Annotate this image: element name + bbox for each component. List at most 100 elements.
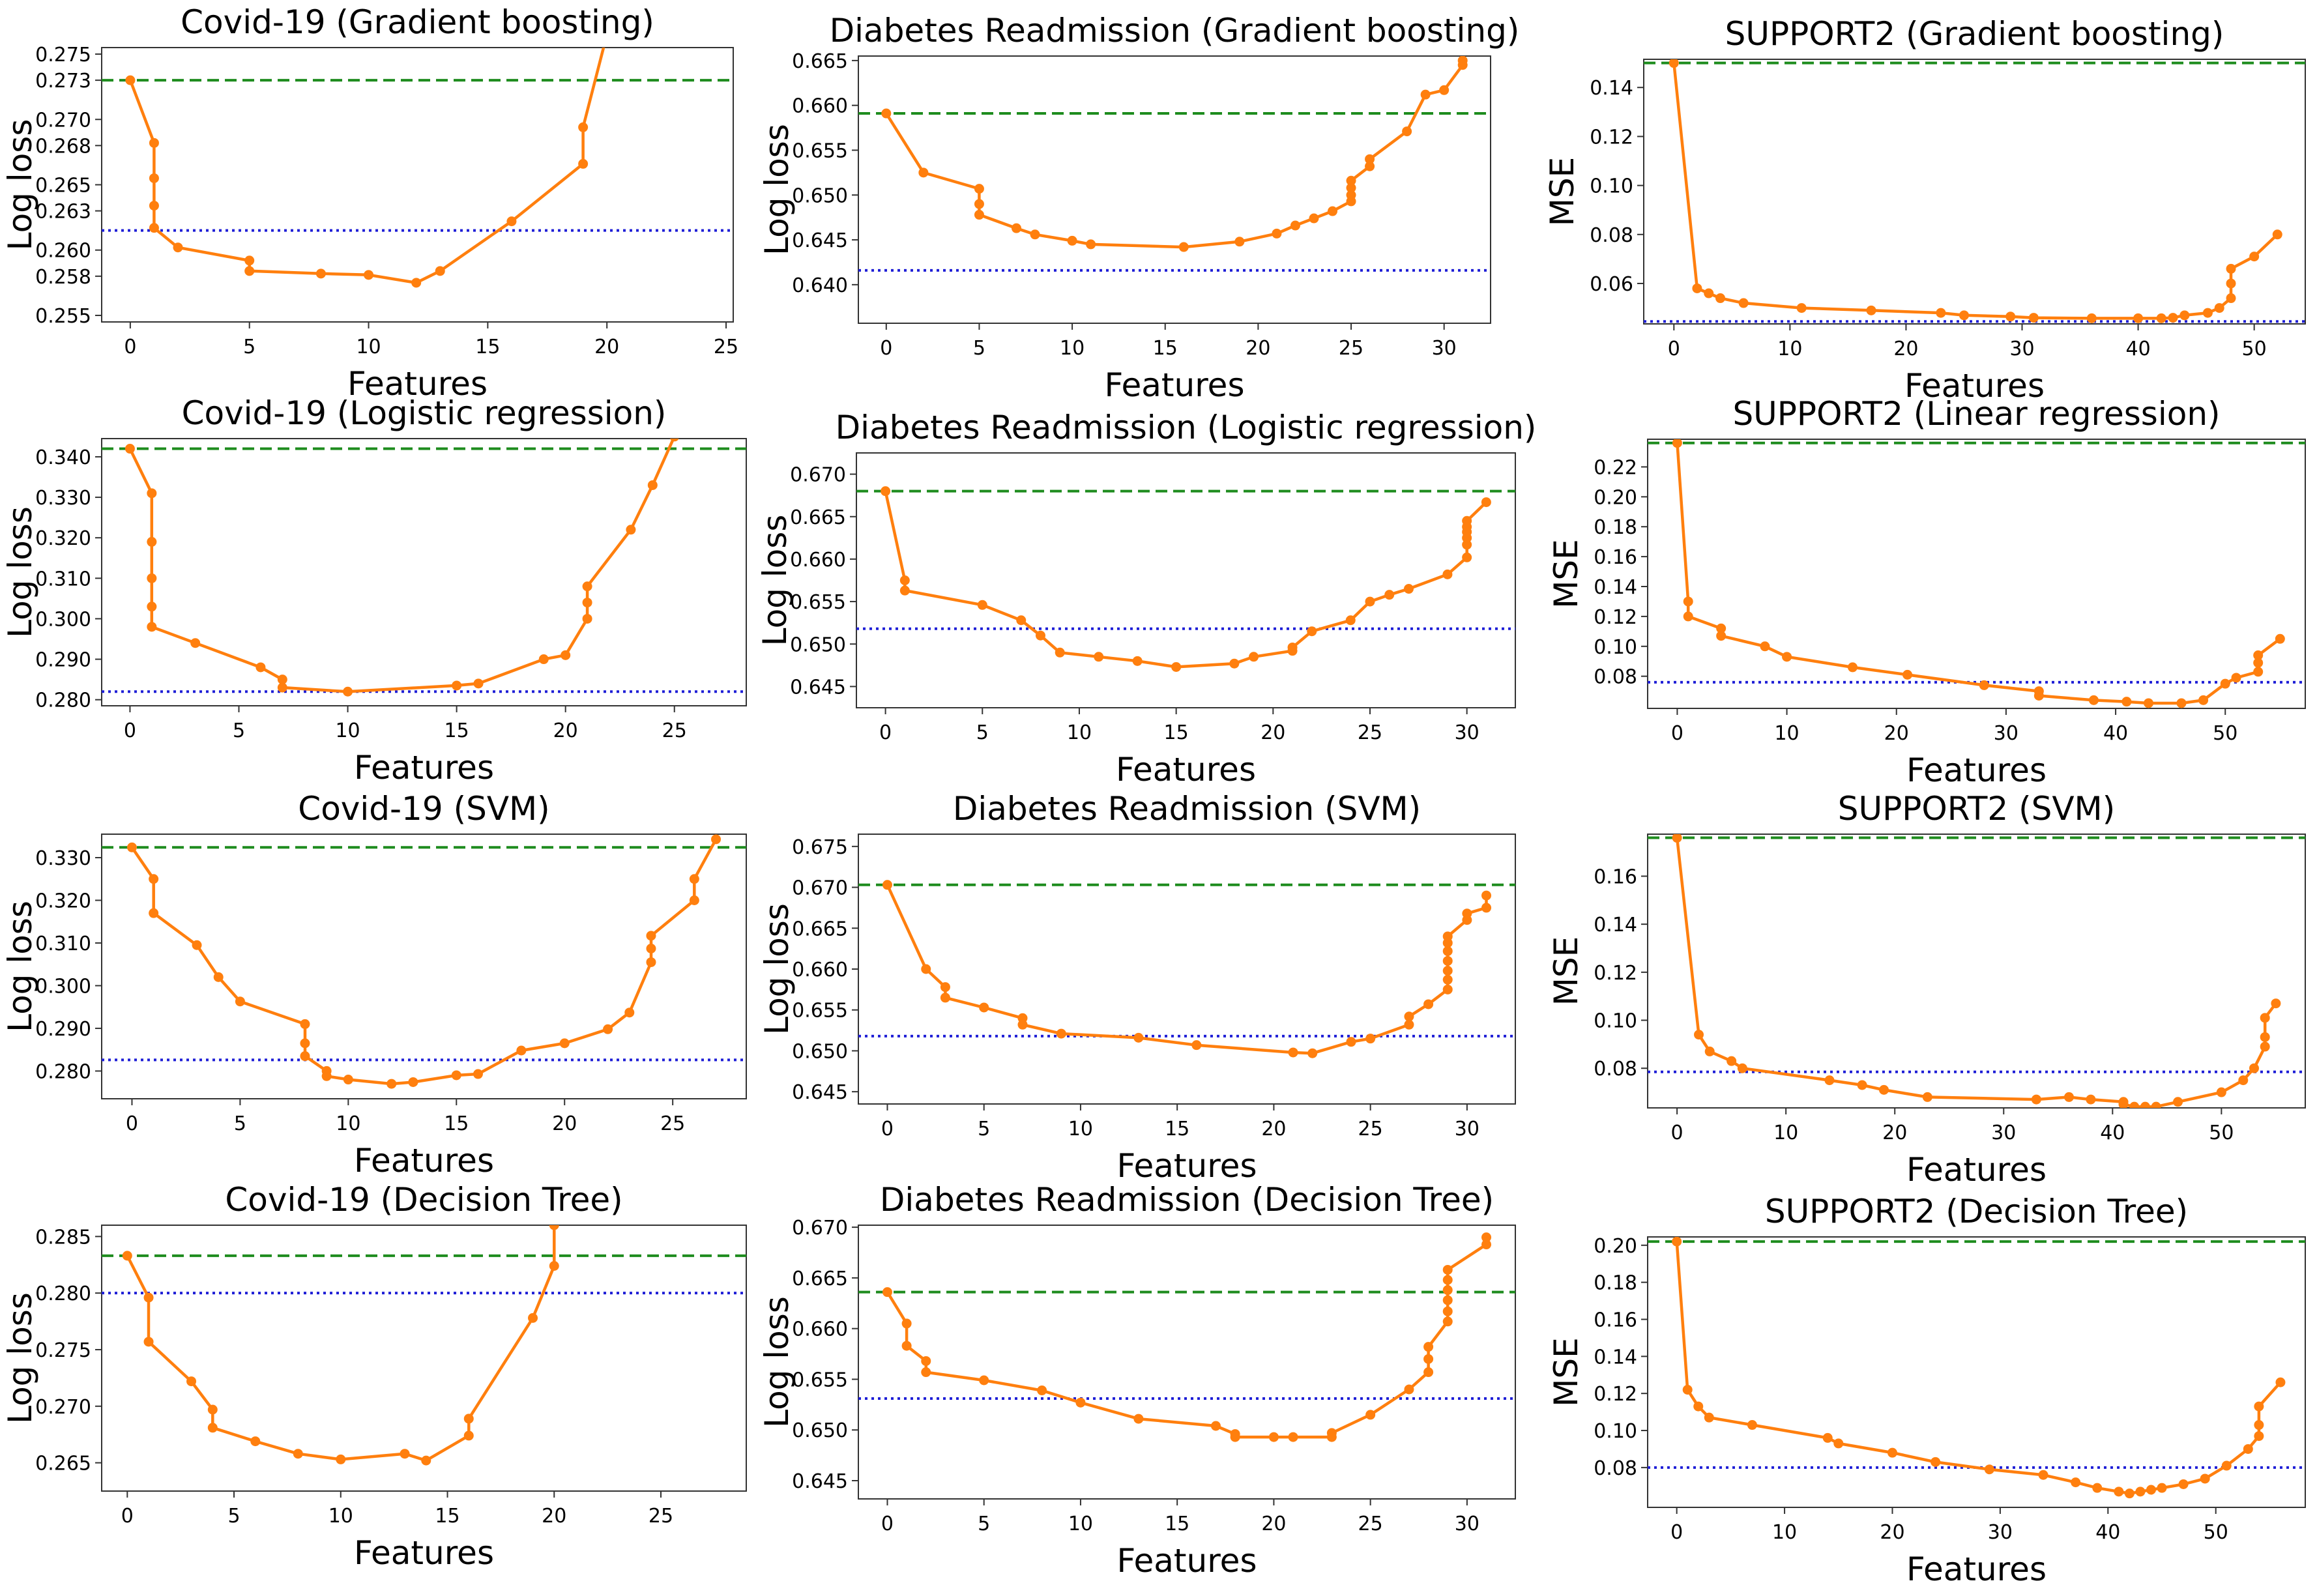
x-tick-label: 0 <box>124 336 136 358</box>
plot-frame <box>101 834 747 1099</box>
series-line <box>1676 443 2281 705</box>
x-tick-label: 25 <box>660 1112 685 1135</box>
data-point <box>646 931 656 941</box>
data-point <box>881 108 892 119</box>
x-tick-label: 30 <box>1455 721 1479 744</box>
data-point <box>2176 698 2187 708</box>
data-point <box>899 575 910 585</box>
x-tick-label: 50 <box>2204 1521 2228 1544</box>
data-point <box>2063 1092 2074 1102</box>
data-point <box>186 1376 197 1387</box>
data-point <box>2092 1483 2103 1493</box>
data-point <box>2253 658 2264 668</box>
data-point <box>582 613 592 624</box>
data-point <box>255 662 266 673</box>
y-tick-label: 0.08 <box>1594 1457 1637 1480</box>
y-tick-label: 0.08 <box>1594 666 1637 689</box>
plot-area <box>858 1232 1515 1442</box>
data-point <box>173 242 183 253</box>
y-tick-label: 0.650 <box>792 184 848 207</box>
data-point <box>1462 552 1472 562</box>
data-point <box>1887 1447 1897 1458</box>
data-point <box>2221 1460 2232 1471</box>
data-point <box>549 1225 559 1230</box>
x-tick-label: 20 <box>1246 337 1270 360</box>
y-tick-label: 0.655 <box>792 1000 848 1023</box>
x-tick-label: 5 <box>978 1513 990 1535</box>
x-tick-label: 20 <box>1261 1513 1286 1535</box>
data-point <box>315 268 326 279</box>
data-point <box>689 874 699 884</box>
data-point <box>1423 1342 1434 1352</box>
plot-area <box>858 56 1491 272</box>
x-tick-label: 10 <box>336 1112 360 1135</box>
data-point <box>343 686 353 697</box>
data-point <box>1442 1264 1453 1275</box>
x-tick-label: 20 <box>542 1505 566 1528</box>
x-tick-label: 0 <box>1671 722 1683 745</box>
data-point <box>1016 615 1027 626</box>
y-tick-label: 0.665 <box>790 506 846 529</box>
data-point <box>1879 1084 1889 1095</box>
data-point <box>1328 206 1337 216</box>
data-point <box>1716 631 1727 641</box>
data-point <box>1457 56 1468 66</box>
y-tick-label: 0.300 <box>35 975 91 998</box>
data-point <box>1683 596 1693 607</box>
data-point <box>300 1019 310 1029</box>
data-point <box>881 486 891 497</box>
data-point <box>1403 584 1414 594</box>
plot-frame <box>858 1225 1516 1500</box>
data-point <box>1693 1401 1704 1412</box>
x-tick-label: 0 <box>1671 1122 1683 1144</box>
y-tick-label: 0.16 <box>1594 546 1637 569</box>
data-point <box>918 167 929 178</box>
data-point <box>147 622 157 632</box>
y-tick-label: 0.10 <box>1594 1010 1637 1033</box>
y-tick-label: 0.655 <box>792 1369 848 1391</box>
x-tick-label: 25 <box>1358 721 1382 744</box>
data-point <box>1404 1384 1414 1395</box>
x-axis-label: Features <box>1116 751 1256 789</box>
y-tick-label: 0.650 <box>790 633 846 656</box>
x-tick-label: 15 <box>1164 721 1189 744</box>
data-point <box>901 1318 912 1329</box>
chart-panel-4: Covid-19 (Logistic regression) Features Lo… <box>1 394 747 787</box>
data-point <box>2253 650 2264 661</box>
data-point <box>1672 834 1682 843</box>
plot-area <box>1648 834 2305 1108</box>
y-tick-label: 0.255 <box>35 305 91 328</box>
data-point <box>2086 313 2097 323</box>
x-tick-label: 10 <box>356 336 381 358</box>
data-point <box>1824 1075 1835 1086</box>
y-axis-label: Log loss <box>1 119 39 251</box>
data-point <box>538 654 549 665</box>
data-point <box>1288 1047 1298 1058</box>
chart-title: SUPPORT2 (Linear regression) <box>1732 395 2220 433</box>
data-point <box>2271 998 2281 1009</box>
y-tick-label: 0.265 <box>35 175 91 197</box>
data-point <box>974 184 984 194</box>
data-point <box>921 1356 931 1366</box>
data-point <box>300 1038 310 1049</box>
y-axis-label: MSE <box>1543 157 1581 226</box>
data-point <box>1133 1032 1144 1043</box>
data-point <box>1017 1019 1028 1030</box>
x-axis-label: Features <box>1904 367 2045 405</box>
data-point <box>1290 220 1300 231</box>
data-point <box>1075 1397 1086 1408</box>
y-axis-label: Log loss <box>1 506 39 638</box>
x-tick-label: 10 <box>1772 1521 1797 1544</box>
data-point <box>1760 641 1770 652</box>
y-tick-label: 0.273 <box>35 70 91 93</box>
data-point <box>1931 1457 1941 1467</box>
y-tick-label: 0.14 <box>1590 77 1633 100</box>
data-point <box>143 1292 154 1303</box>
x-tick-label: 10 <box>328 1505 353 1528</box>
x-axis-label: Features <box>1906 751 2047 789</box>
y-tick-label: 0.665 <box>792 50 848 73</box>
data-point <box>1782 652 1792 662</box>
data-point <box>977 600 987 610</box>
x-tick-label: 5 <box>976 721 989 744</box>
x-axis-label: Features <box>1117 1542 1257 1580</box>
